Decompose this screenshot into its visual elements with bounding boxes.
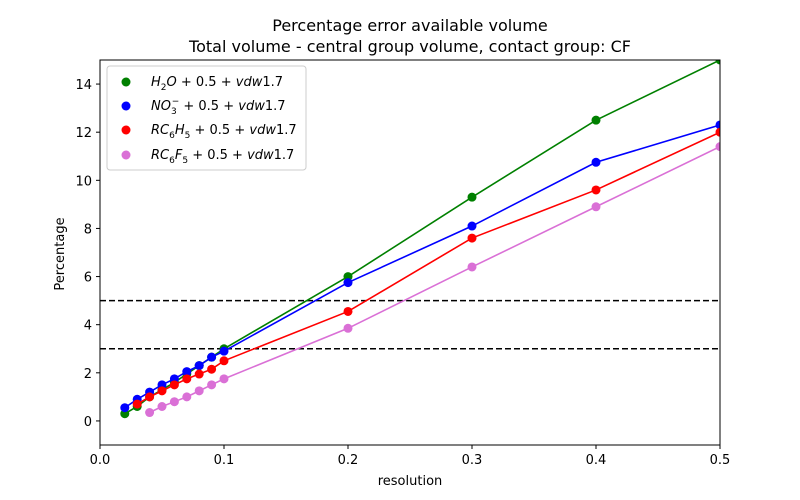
series-3-point-1 xyxy=(157,402,167,411)
y-tick-label-5: 10 xyxy=(75,174,92,189)
y-axis-label: Percentage xyxy=(53,217,68,290)
series-2-point-7 xyxy=(219,356,229,366)
legend-entry-h2o: H2O + 0.5 + vdw1.7 xyxy=(121,75,283,93)
x-tick-label-3: 0.3 xyxy=(462,453,483,468)
series-2-point-0 xyxy=(132,399,142,409)
y-tick-label-7: 14 xyxy=(75,78,92,93)
plot-area xyxy=(100,60,720,419)
series-0-point-11 xyxy=(591,115,601,125)
plot-frame xyxy=(99,59,721,446)
series-3-point-8 xyxy=(467,262,477,272)
series-3-point-3 xyxy=(182,392,192,402)
series-2-point-8 xyxy=(343,306,353,316)
y-tick-label-1: 2 xyxy=(84,367,92,382)
series-1-point-9 xyxy=(343,278,353,288)
x-tick-label-2: 0.2 xyxy=(338,453,359,468)
series-2-point-2 xyxy=(157,386,167,396)
y-tick-label-0: 0 xyxy=(84,415,92,430)
y-tick-label-3: 6 xyxy=(84,271,92,286)
legend-label-rc6f5: RC6F5 + 0.5 + vdw1.7 xyxy=(151,148,294,166)
x-tick-label-5: 0.5 xyxy=(710,453,731,468)
series-1-point-12 xyxy=(715,120,720,130)
x-tick-label-0: 0.0 xyxy=(90,453,111,468)
legend-frame xyxy=(106,65,307,171)
y-tick-label-2: 4 xyxy=(84,319,92,334)
legend-marker-h2o xyxy=(121,77,131,87)
legend: H2O + 0.5 + vdw1.7 NO3− + 0.5 + vdw1.7 R… xyxy=(106,65,307,171)
x-axis-label: resolution xyxy=(378,474,443,489)
legend-entry-rc6h5: RC6H5 + 0.5 + vdw1.7 xyxy=(121,123,297,141)
series-3-point-0 xyxy=(145,408,155,418)
series-3-point-10 xyxy=(715,142,720,152)
series-3-point-4 xyxy=(194,386,204,396)
legend-label-no3: NO3− + 0.5 + vdw1.7 xyxy=(151,97,286,117)
series-3-point-5 xyxy=(207,380,217,390)
series-0-point-10 xyxy=(467,192,477,202)
series-1-point-10 xyxy=(467,221,477,231)
legend-label-h2o: H2O + 0.5 + vdw1.7 xyxy=(151,75,283,93)
series-2-point-6 xyxy=(207,364,217,374)
y-tick-label-4: 8 xyxy=(84,222,92,237)
legend-marker-rc6h5 xyxy=(121,125,131,135)
series-0-point-12 xyxy=(715,60,720,65)
series-1-point-0 xyxy=(120,403,130,413)
series-2-point-11 xyxy=(715,127,720,137)
legend-entry-no3: NO3− + 0.5 + vdw1.7 xyxy=(121,97,286,117)
axes: 0.0 0.1 0.2 0.3 0.4 0.5 0 2 4 6 8 10 12 14 xyxy=(75,59,731,468)
series-2-point-4 xyxy=(182,374,192,384)
chart-subtitle: Total volume - central group volume, con… xyxy=(188,37,631,56)
series-2-point-1 xyxy=(145,392,155,402)
legend-marker-no3 xyxy=(121,101,131,111)
series-1-point-7 xyxy=(207,352,217,362)
series-3-point-6 xyxy=(219,374,229,384)
series-3-point-9 xyxy=(591,202,601,212)
legend-marker-rc6f5 xyxy=(121,150,131,160)
chart-title: Percentage error available volume xyxy=(272,16,548,35)
series-1-point-5 xyxy=(182,367,192,377)
series-2-point-3 xyxy=(169,380,179,390)
series-1-point-8 xyxy=(219,346,229,356)
plot-clipped-group xyxy=(100,60,720,419)
legend-label-rc6h5: RC6H5 + 0.5 + vdw1.7 xyxy=(151,123,297,141)
series-line-3 xyxy=(149,145,720,414)
series-2-point-10 xyxy=(591,185,601,195)
series-1-point-11 xyxy=(591,157,601,167)
series-2-point-5 xyxy=(194,369,204,379)
legend-entry-rc6f5: RC6F5 + 0.5 + vdw1.7 xyxy=(121,148,294,166)
series-3-point-2 xyxy=(169,397,179,407)
series-3-point-7 xyxy=(343,323,353,333)
x-tick-label-1: 0.1 xyxy=(214,453,235,468)
y-tick-label-6: 12 xyxy=(75,126,92,141)
series-2-point-9 xyxy=(467,233,477,243)
series-1-point-6 xyxy=(194,361,204,371)
x-tick-label-4: 0.4 xyxy=(586,453,607,468)
